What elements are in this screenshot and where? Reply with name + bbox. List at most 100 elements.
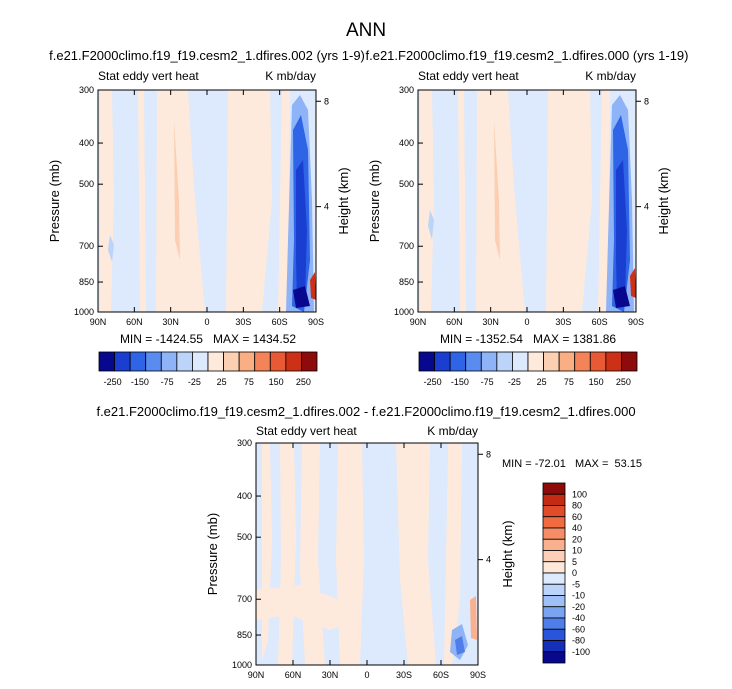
panel-1-y2-tick-label: 8 [324,96,329,106]
panel-2-colorbar-box [465,351,482,372]
panel-2-y-tick-label: 1000 [394,307,414,317]
panel-1-y-label: Pressure (mb) [47,160,62,242]
panel-3-y-tick-label: 700 [237,594,252,604]
panel-2-band-pos [598,90,610,312]
panel-2-y-tick-label: 400 [399,138,414,148]
panel-2: f.e21.F2000climo.f19_f19.cesm2_1.dfires.… [365,48,688,387]
panel-2-band-pos-strong [494,120,500,260]
panel-3-colorbar-box [542,527,566,540]
panel-1-colorbar-label: -75 [161,377,174,387]
panel-3-x-tick-label: 30N [322,670,339,680]
panel-3-colorbar-box [542,505,566,518]
panel-1-x-tick-label: 30N [162,317,179,327]
panel-2-left-subtitle: Stat eddy vert heat [418,69,519,83]
panel-1-stats: MIN = -1424.55 MAX = 1434.52 [120,332,296,346]
panel-1-colorbar-box [176,351,193,372]
panel-3-colorbar-label: -60 [572,624,585,634]
panel-2-x-tick-label: 60N [446,317,463,327]
panel-1-band-neg-strong [296,160,307,305]
panel-3-y-label: Pressure (mb) [205,513,220,595]
panel-2-x-tick-label: 60S [592,317,608,327]
panel-1-plot-area [97,89,317,313]
panel-1-band-neg-extreme [293,286,310,308]
panel-3-x-tick-label: 90S [470,670,486,680]
panel-2-y-tick-label: 850 [399,277,414,287]
panel-2-band-pos-extreme [630,268,636,298]
panel-1-left-subtitle: Stat eddy vert heat [98,69,199,83]
panel-2-colorbar-label: 250 [616,377,631,387]
panel-3-colorbar-label: 0 [572,568,577,578]
panel-3-y-tick-label: 500 [237,532,252,542]
panel-2-stats: MIN = -1352.54 MAX = 1381.86 [440,332,616,346]
panel-1-colorbar-box [285,351,302,372]
panel-3-y2-axis: 84 [478,449,491,565]
panel-2-colorbar-label: -75 [481,377,494,387]
panel-1-x-tick-label: 60S [272,317,288,327]
panel-1-y-tick-label: 700 [79,241,94,251]
panel-2-band-pos [476,90,525,312]
panel-3-colorbar-label: 60 [572,512,582,522]
panel-2-x-tick-label: 30S [555,317,571,327]
panel-3-colorbar-box [542,561,566,574]
panel-1-band-pos [156,90,205,312]
panel-1-colorbar-label: 250 [296,377,311,387]
panel-2-colorbar-label: -150 [451,377,469,387]
panel-2-band-neg-strong [616,160,627,305]
panel-1-colorbar-box [269,351,287,372]
panel-3-y-tick-label: 850 [237,630,252,640]
panel-2-y2-axis: 84 [636,96,649,212]
panel-1-colorbar-box [238,351,256,372]
panel-1-colorbar-box [301,351,318,372]
figure-title: ANN [346,20,386,41]
panel-3-y-tick-label: 400 [237,491,252,501]
panel-2-x-tick-label: 90N [410,317,427,327]
panel-3-colorbar-box [542,516,566,529]
panel-3-colorbar-box [542,572,566,585]
panel-3-stats: MIN = -72.01 MAX = 53.15 [502,458,642,470]
panel-1-x-tick-label: 0 [204,317,209,327]
panel-2-colorbar-box [621,351,638,372]
panel-1-x-tick-label: 90N [90,317,107,327]
panel-3-band-pos [396,443,436,665]
panel-3-x-tick-label: 60S [433,670,449,680]
panel-2-band-pos [420,90,434,312]
panel-2-y-tick-label: 500 [399,179,414,189]
panel-2-x-axis: 90N 60N 30N 0 30S 60S 90S [410,90,644,327]
panel-1-y-axis: 300 400 500 700 850 1000 [74,85,103,317]
panel-1-x-tick-label: 90S [308,317,324,327]
panel-1-y2-axis: 84 [316,96,329,212]
panel-2-colorbar-box [496,351,513,372]
panel-3-y2-tick-label: 4 [486,555,491,565]
panel-3-right-subtitle: K mb/day [427,424,478,438]
panel-1-y-tick-label: 500 [79,179,94,189]
panel-3-colorbar-label: 80 [572,501,582,511]
panel-3-colorbar-box [542,651,566,664]
panel-1-colorbar-box [114,351,131,372]
panel-3-band-pos [256,585,360,630]
panel-3-colorbar-box [542,583,566,596]
panel-3-x-tick-label: 30S [396,670,412,680]
panel-2-colorbar-box [543,351,560,372]
panel-2-y2-tick-label: 8 [644,96,649,106]
panel-3-left-subtitle: Stat eddy vert heat [256,424,357,438]
panel-1-y-tick-label: 300 [79,85,94,95]
panel-2-y-axis: 300 400 500 700 850 1000 [394,85,423,317]
panel-2-colorbar-box [605,351,622,372]
panel-1-colorbar-box [98,351,115,372]
panel-1-band-pos-extreme [310,272,316,300]
panel-3-colorbar-box [542,595,566,608]
panel-2-right-subtitle: K mb/day [585,69,636,83]
panel-2-colorbar-box [418,351,435,372]
panel-3-colorbar-box [542,606,566,619]
panel-2-x-tick-label: 90S [628,317,644,327]
panel-1-band-pos [278,90,290,312]
panel-1-colorbar-box [160,351,178,372]
panel-3-colorbar-box [542,617,566,630]
panel-1-y2-tick-label: 4 [324,202,329,212]
panel-3-x-tick-label: 90N [248,670,265,680]
panel-3-band-pos [444,443,462,665]
panel-1-colorbar-label: -150 [131,377,149,387]
panel-2-x-tick-label: 30N [482,317,499,327]
panel-1-band-neg [108,235,114,262]
